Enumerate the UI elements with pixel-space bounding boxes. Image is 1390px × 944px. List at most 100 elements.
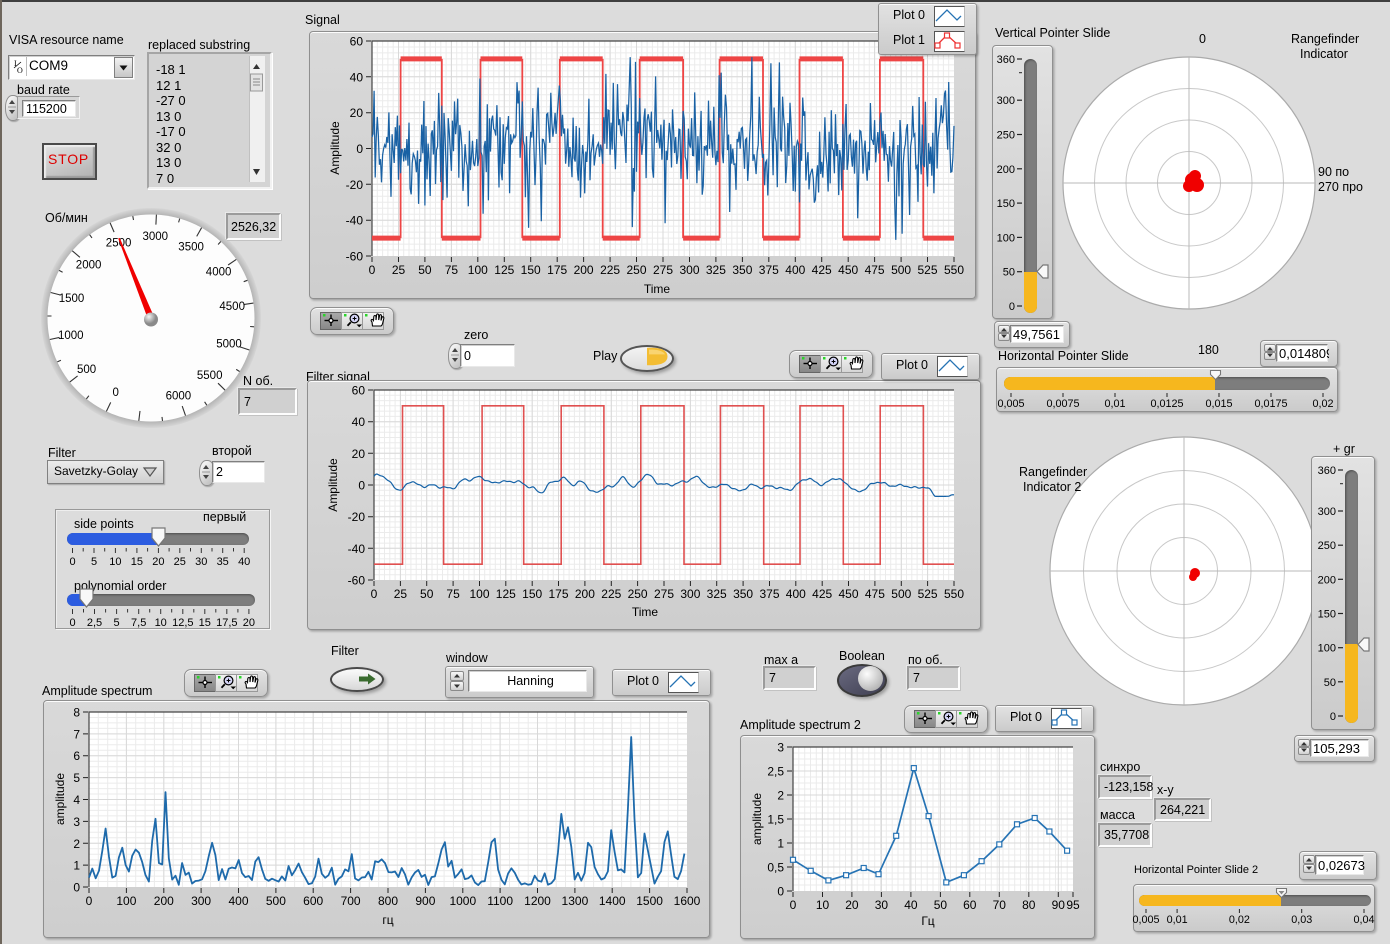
svg-text:3: 3: [73, 815, 80, 829]
svg-text:375: 375: [759, 263, 779, 277]
svg-text:4500: 4500: [219, 301, 245, 313]
svg-text:35: 35: [217, 556, 229, 568]
svg-text:275: 275: [654, 587, 674, 601]
svg-text:100: 100: [469, 587, 489, 601]
svg-text:10: 10: [109, 556, 121, 568]
svg-text:900: 900: [415, 894, 435, 908]
svg-text:25: 25: [394, 587, 408, 601]
svg-text:0,0075: 0,0075: [1046, 398, 1079, 410]
svg-text:Time: Time: [632, 605, 659, 619]
svg-text:50: 50: [1003, 267, 1015, 279]
svg-text:-20: -20: [346, 178, 364, 192]
svg-text:Amplitude: Amplitude: [328, 121, 342, 175]
svg-text:40: 40: [238, 556, 250, 568]
svg-text:325: 325: [706, 263, 726, 277]
svg-text:8: 8: [73, 706, 80, 720]
svg-text:2: 2: [73, 837, 80, 851]
svg-text:amplitude: amplitude: [53, 773, 67, 825]
svg-text:250: 250: [626, 263, 646, 277]
svg-text:225: 225: [601, 587, 621, 601]
svg-text:125: 125: [494, 263, 514, 277]
svg-text:525: 525: [917, 263, 937, 277]
svg-text:30: 30: [195, 556, 207, 568]
svg-text:425: 425: [812, 263, 832, 277]
svg-text:0: 0: [369, 263, 376, 277]
svg-text:0,01: 0,01: [1167, 914, 1188, 926]
svg-text:200: 200: [575, 587, 595, 601]
svg-text:325: 325: [707, 587, 727, 601]
svg-text:3: 3: [777, 741, 784, 755]
svg-text:500: 500: [891, 587, 911, 601]
svg-text:30: 30: [875, 898, 889, 912]
svg-text:0,0175: 0,0175: [1254, 398, 1287, 410]
svg-text:100: 100: [116, 894, 136, 908]
svg-text:O: O: [17, 66, 23, 75]
svg-text:60: 60: [352, 384, 366, 398]
svg-text:125: 125: [496, 587, 516, 601]
svg-text:5: 5: [91, 556, 97, 568]
svg-text:500: 500: [266, 894, 286, 908]
svg-text:0: 0: [777, 885, 784, 899]
svg-text:500: 500: [891, 263, 911, 277]
svg-text:0,005: 0,005: [997, 398, 1024, 410]
svg-text:0: 0: [356, 142, 363, 156]
svg-text:5: 5: [73, 771, 80, 785]
svg-text:1300: 1300: [562, 894, 589, 908]
svg-text:150: 150: [997, 198, 1015, 210]
svg-text:75: 75: [446, 587, 460, 601]
svg-text:375: 375: [759, 587, 779, 601]
svg-text:1: 1: [777, 837, 784, 851]
svg-text:450: 450: [838, 263, 858, 277]
svg-text:0: 0: [358, 479, 365, 493]
svg-text:5: 5: [114, 617, 120, 629]
svg-text:-20: -20: [348, 510, 366, 524]
svg-text:1400: 1400: [599, 894, 626, 908]
svg-text:250: 250: [628, 587, 648, 601]
svg-text:1000: 1000: [449, 894, 476, 908]
svg-text:100: 100: [1318, 643, 1336, 655]
svg-text:2,5: 2,5: [87, 617, 102, 629]
svg-text:10: 10: [816, 898, 830, 912]
svg-text:0,02: 0,02: [1312, 398, 1333, 410]
svg-text:0,02: 0,02: [1229, 914, 1250, 926]
svg-text:гц: гц: [382, 913, 393, 927]
svg-text:300: 300: [680, 587, 700, 601]
svg-text:425: 425: [812, 587, 832, 601]
svg-text:5500: 5500: [197, 370, 223, 382]
svg-text:2000: 2000: [76, 260, 102, 272]
svg-text:2: 2: [777, 789, 784, 803]
svg-text:0,015: 0,015: [1205, 398, 1232, 410]
svg-text:50: 50: [420, 587, 434, 601]
svg-text:175: 175: [547, 263, 567, 277]
svg-text:20: 20: [845, 898, 859, 912]
svg-text:0,03: 0,03: [1291, 914, 1312, 926]
svg-text:10: 10: [155, 617, 167, 629]
svg-text:12,5: 12,5: [172, 617, 193, 629]
svg-text:6: 6: [73, 749, 80, 763]
svg-text:25: 25: [392, 263, 406, 277]
svg-text:1600: 1600: [674, 894, 701, 908]
svg-text:550: 550: [944, 263, 964, 277]
svg-text:450: 450: [838, 587, 858, 601]
svg-text:20: 20: [352, 447, 366, 461]
svg-text:400: 400: [228, 894, 248, 908]
svg-text:Time: Time: [644, 282, 671, 296]
svg-text:0: 0: [112, 387, 118, 399]
svg-text:1000: 1000: [58, 330, 84, 342]
svg-text:80: 80: [1022, 898, 1036, 912]
svg-text:3000: 3000: [143, 231, 169, 243]
svg-text:300: 300: [997, 95, 1015, 107]
svg-text:100: 100: [997, 232, 1015, 244]
svg-text:0,005: 0,005: [1132, 914, 1159, 926]
svg-text:-60: -60: [346, 250, 364, 264]
svg-text:0: 0: [73, 881, 80, 895]
svg-text:500: 500: [77, 364, 96, 376]
svg-text:300: 300: [191, 894, 211, 908]
svg-text:95: 95: [1066, 898, 1080, 912]
svg-text:275: 275: [653, 263, 673, 277]
svg-text:400: 400: [785, 263, 805, 277]
svg-text:0: 0: [1330, 711, 1336, 723]
svg-text:1: 1: [73, 859, 80, 873]
svg-text:40: 40: [350, 70, 364, 84]
svg-text:525: 525: [918, 587, 938, 601]
